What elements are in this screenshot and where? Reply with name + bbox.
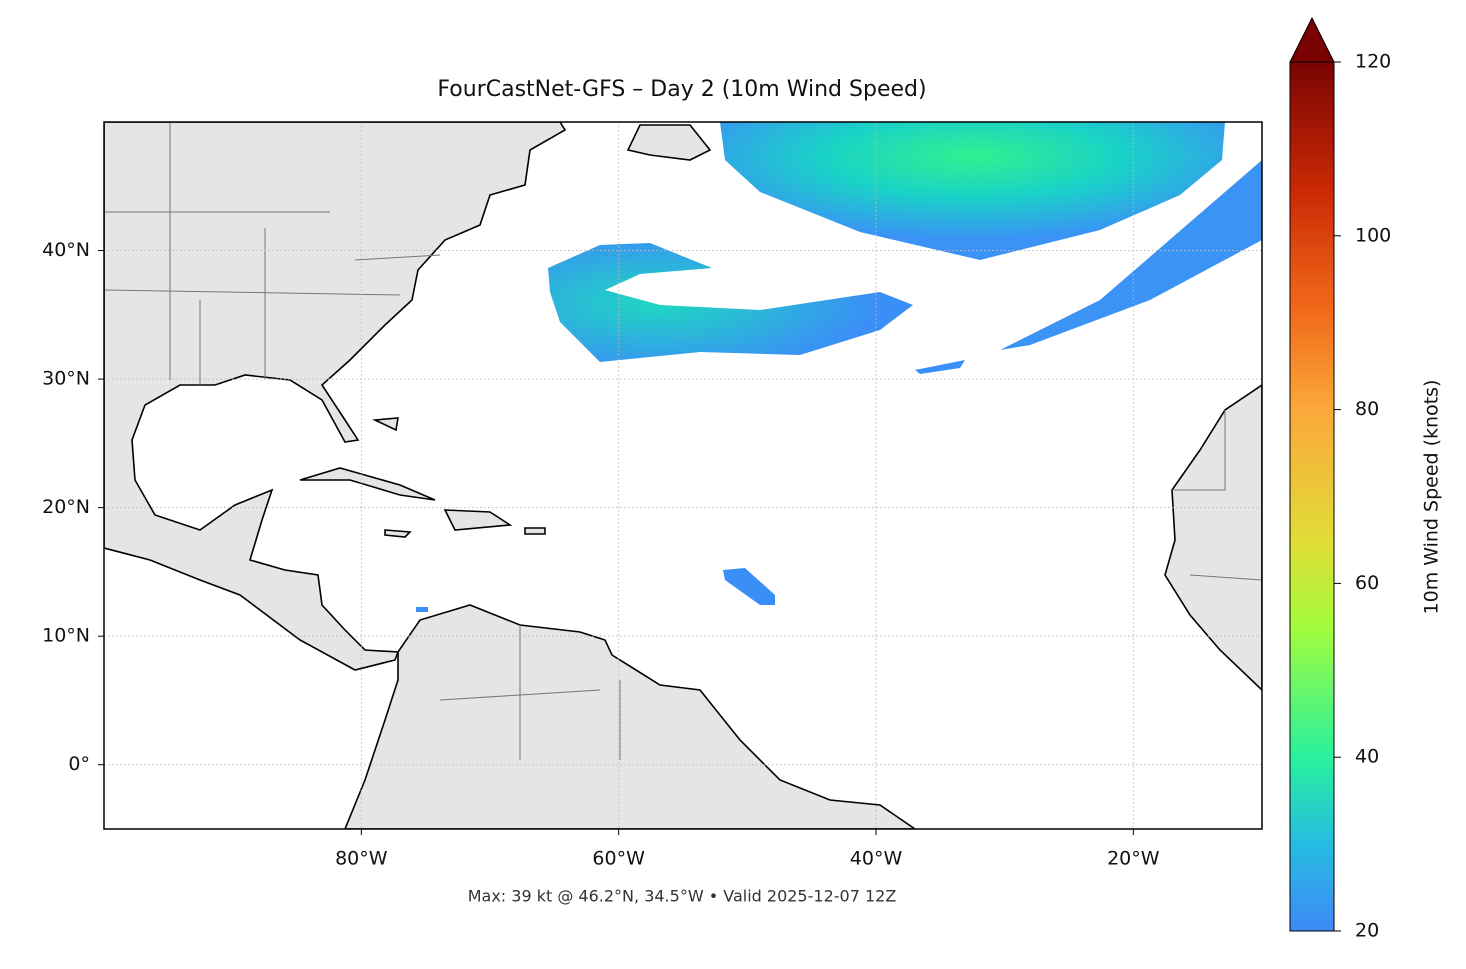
x-tick-label: 60°W (592, 848, 645, 870)
grid (104, 122, 1262, 829)
note: Max: 39 kt @ 46.2°N, 34.5°W • Valid 2025… (468, 887, 897, 906)
colorbar-tick-label: 80 (1355, 398, 1379, 420)
colorbar-tick-label: 20 (1355, 920, 1379, 942)
colorbar-label: 10m Wind Speed (knots) (1421, 380, 1443, 615)
north-america (104, 122, 567, 671)
map-frame (103, 121, 1263, 830)
colorbar-tick-label: 60 (1355, 572, 1379, 594)
borders (104, 122, 1262, 760)
y-tick-label: 30°N (42, 368, 90, 390)
y-tick-label: 20°N (42, 496, 90, 518)
x-tick-label: 40°W (850, 848, 903, 870)
colorbar-tick-label: 100 (1355, 224, 1391, 246)
map-title: FourCastNet-GFS – Day 2 (10m Wind Speed) (437, 77, 926, 102)
africa (1164, 384, 1262, 692)
wind-field (1000, 160, 1262, 350)
y-tick-label: 10°N (42, 625, 90, 647)
y-tick-label: 40°N (42, 239, 90, 261)
y-tick-label: 0° (68, 753, 90, 775)
map-area (104, 122, 1262, 829)
islands (299, 124, 712, 538)
colorbar-tick-label: 120 (1355, 51, 1391, 73)
x-tick-label: 20°W (1107, 848, 1160, 870)
wind-field (548, 243, 913, 362)
colorbar (1289, 61, 1335, 932)
colorbar-extend (1289, 16, 1335, 63)
colorbar-tick-label: 40 (1355, 746, 1379, 768)
wind-field (720, 122, 1225, 260)
x-tick-label: 80°W (335, 848, 388, 870)
